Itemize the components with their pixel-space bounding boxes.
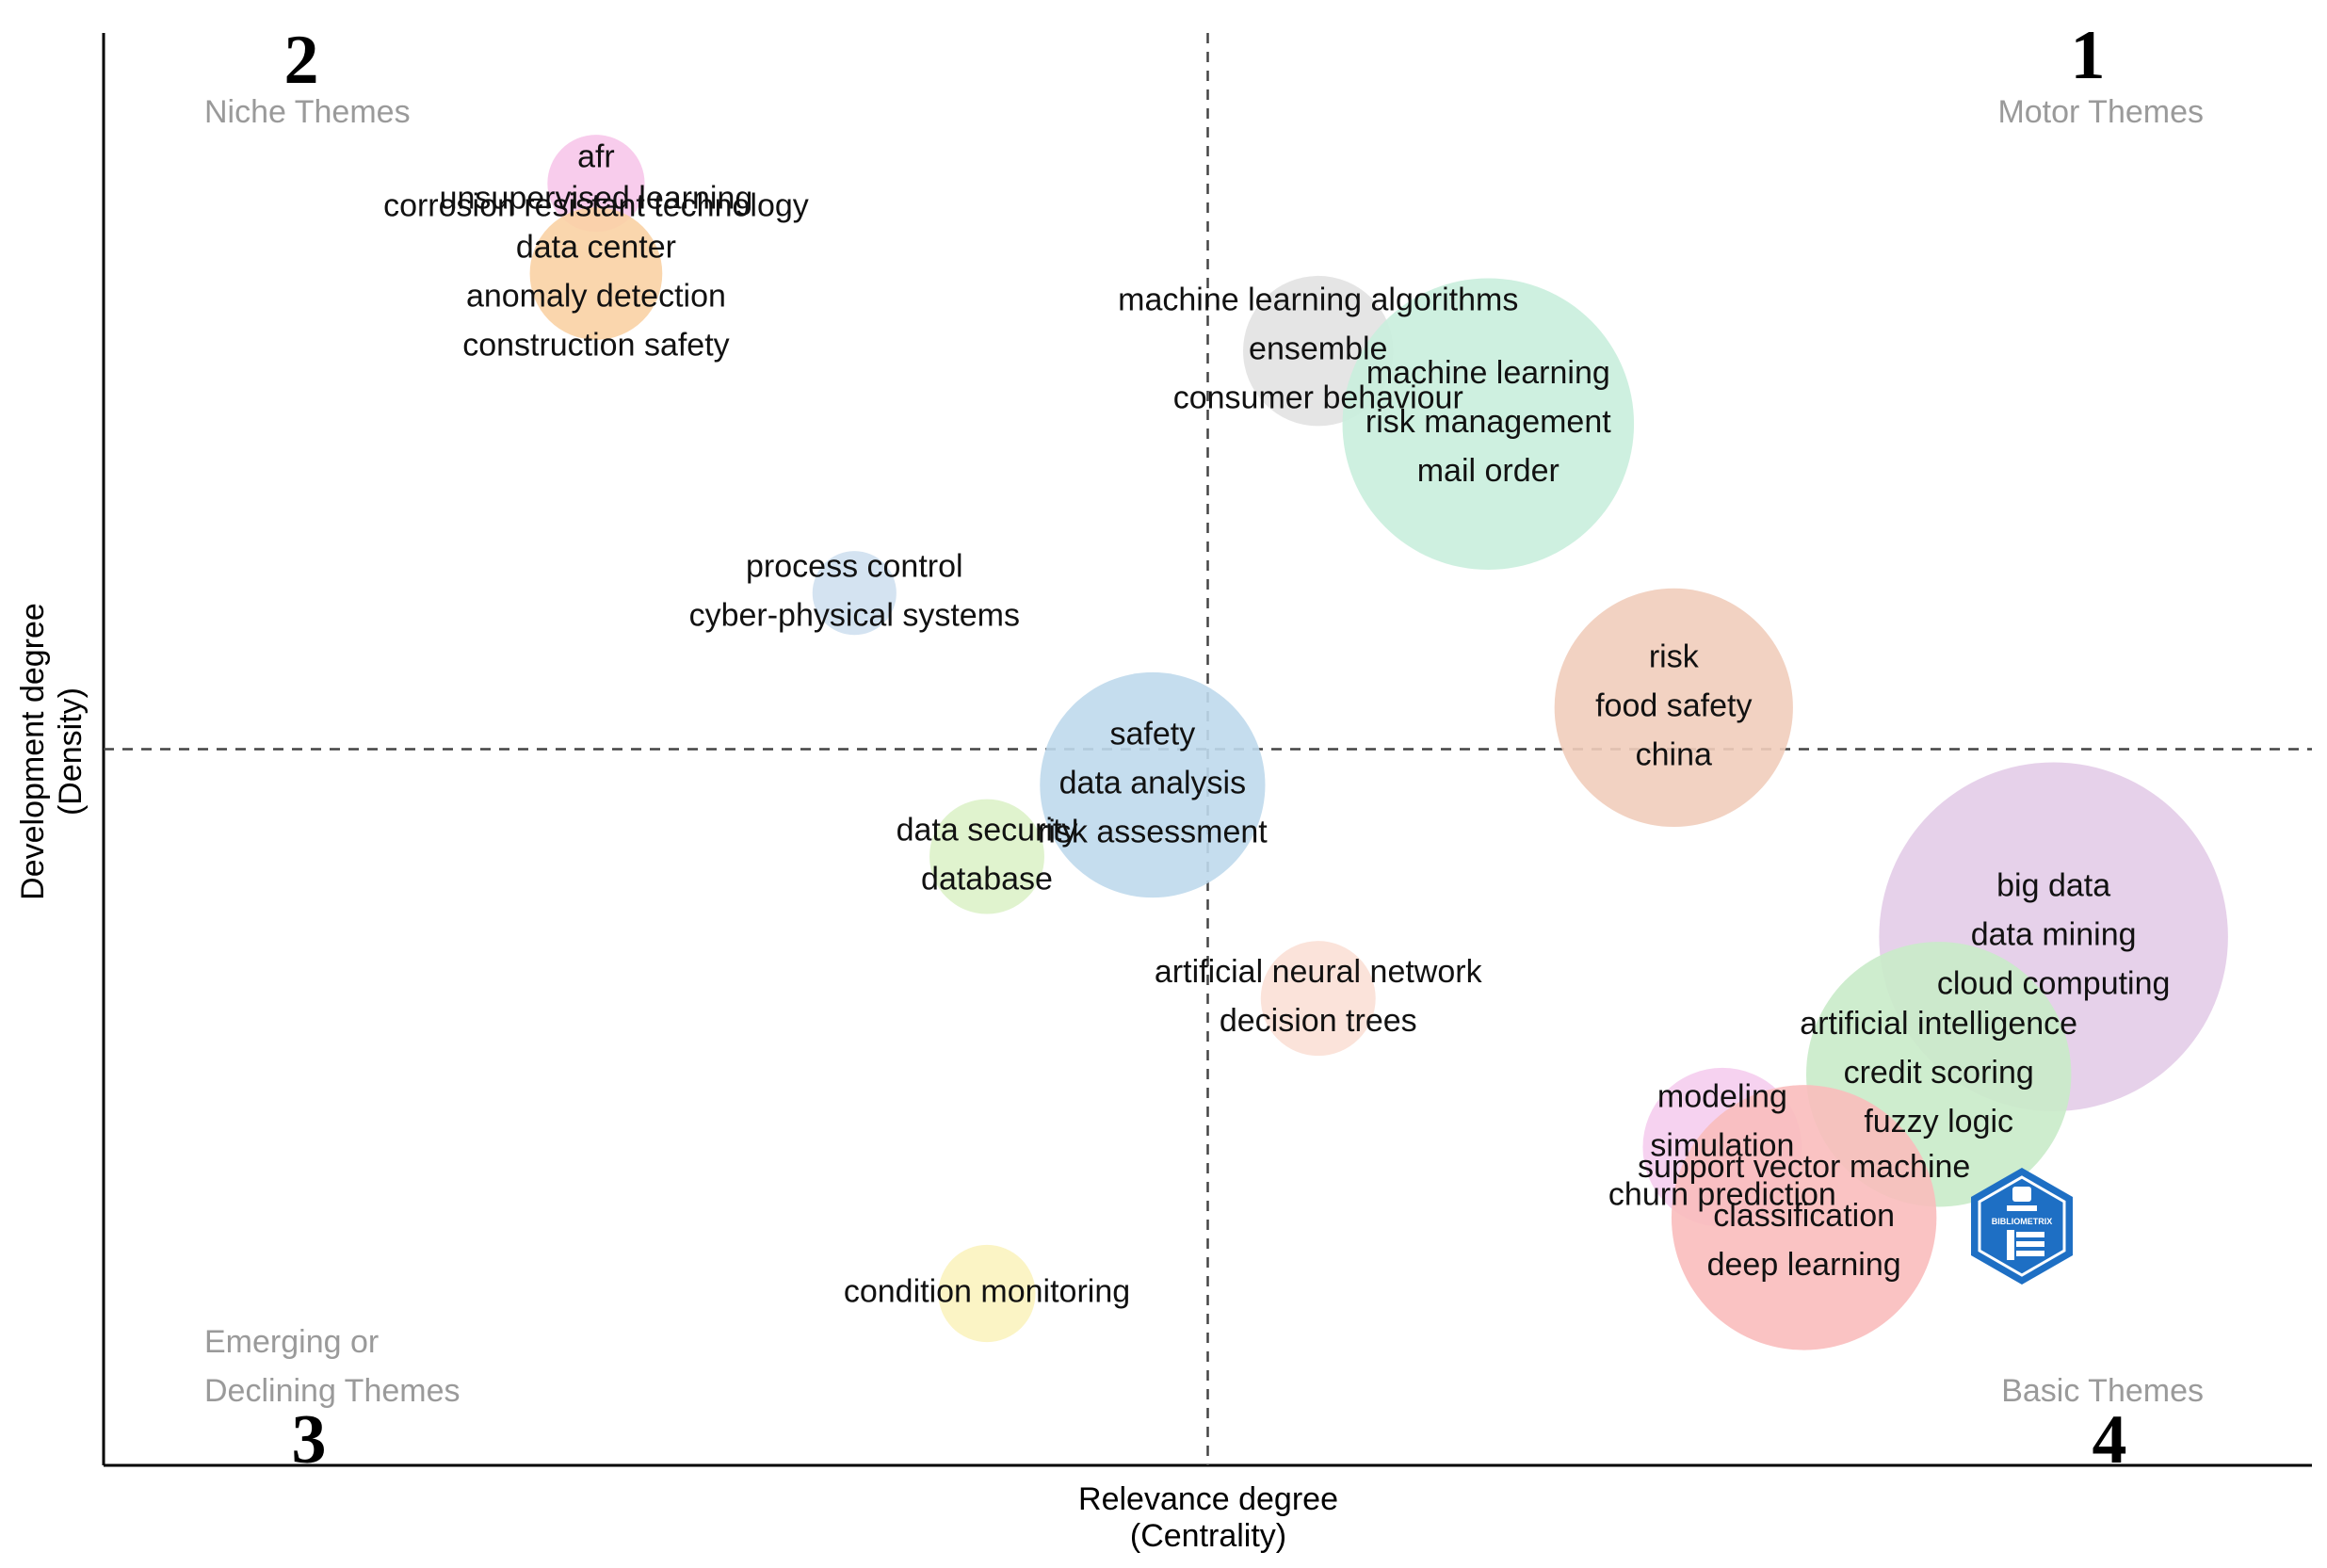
cluster-label: condition monitoring: [844, 1273, 1130, 1309]
label-layer: afr corrosion resistant technologyunsuper…: [383, 139, 2170, 1310]
cluster-label: machine learning algorithms: [1118, 283, 1518, 318]
quadrant-1-name: Motor Themes: [1997, 94, 2204, 130]
cluster-label: risk management: [1365, 404, 1611, 440]
cluster-label: data security: [897, 813, 1078, 849]
cluster-label: deep learning: [1707, 1247, 1901, 1283]
cluster-label: risk assessment: [1038, 815, 1268, 850]
cluster-label: cloud computing: [1937, 966, 2171, 1002]
logo-text: BIBLIOMETRIX: [1992, 1217, 2053, 1226]
cluster-label: corrosion resistant technology: [383, 188, 809, 224]
logo-hexagon-inner: [1978, 1175, 2066, 1277]
cluster-label: unsupervised learning: [440, 181, 753, 217]
cluster-label: artificial neural network: [1155, 954, 1483, 990]
cluster-label: china: [1636, 736, 1712, 772]
cluster-label: mail order: [1417, 453, 1559, 489]
cluster-label: fuzzy logic: [1864, 1104, 2013, 1140]
cluster-label: support vector machine: [1638, 1149, 1970, 1185]
bubble-layer: [529, 135, 2228, 1350]
cluster-label: artificial intelligence: [1800, 1006, 2077, 1042]
quadrant-3-name-line-1: Emerging or: [204, 1324, 379, 1360]
quadrant-4-number: 4: [2093, 1401, 2127, 1479]
cluster-label: process control: [746, 549, 963, 585]
cluster-label: consumer behaviour: [1173, 380, 1463, 416]
bibliometrix-logo: BIBLIOMETRIX: [1971, 1168, 2073, 1285]
cluster-label: anomaly detection: [466, 279, 726, 315]
cluster-bubble-5: [1554, 588, 1793, 828]
logo-bar-2: [2016, 1241, 2044, 1247]
cluster-label: afr: [577, 139, 615, 175]
cluster-bubble-7: [929, 799, 1044, 914]
cluster-bubble-1: [529, 207, 663, 340]
cluster-label: construction safety: [462, 328, 729, 364]
logo-pillar: [2007, 1230, 2014, 1260]
quadrant-3-name-line-2: Declining Themes: [204, 1373, 461, 1409]
cluster-label: machine learning: [1366, 355, 1610, 391]
quadrant-1-number: 1: [2071, 17, 2106, 94]
cluster-label: data center: [516, 230, 676, 266]
cluster-bubble-3: [1342, 278, 1635, 571]
quadrant-2-number: 2: [284, 22, 319, 99]
quadrant-2-name: Niche Themes: [204, 94, 411, 130]
cluster-label: data mining: [1971, 917, 2137, 953]
y-axis-subtitle: (Density): [53, 687, 89, 816]
cluster-label: safety: [1110, 717, 1196, 752]
cluster-label: big data: [1996, 868, 2110, 904]
cluster-bubble-8: [1260, 941, 1376, 1057]
logo-hexagon: [1971, 1168, 2073, 1285]
logo-bar-1: [2016, 1232, 2044, 1237]
cluster-bubble-13: [938, 1244, 1036, 1343]
cluster-bubble-4: [812, 551, 897, 636]
quadrant-3-number: 3: [292, 1401, 327, 1479]
y-axis-title: Development degree: [15, 603, 51, 900]
x-axis-subtitle: (Centrality): [1130, 1518, 1286, 1554]
cluster-label: data analysis: [1059, 766, 1246, 801]
cluster-label: decision trees: [1220, 1003, 1417, 1039]
cluster-label: ensemble: [1249, 331, 1387, 367]
cluster-label: classification: [1713, 1198, 1895, 1234]
cluster-label: modeling: [1657, 1078, 1787, 1114]
cluster-label: simulation: [1650, 1127, 1794, 1163]
cluster-bubble-0: [547, 135, 645, 233]
cluster-label: credit scoring: [1844, 1055, 2034, 1091]
cluster-label: database: [921, 862, 1053, 897]
cluster-label: churn prediction: [1608, 1176, 1836, 1212]
cluster-label: cyber-physical systems: [689, 598, 1020, 634]
quadrant-4-name: Basic Themes: [2001, 1373, 2204, 1409]
cluster-label: risk: [1649, 639, 1700, 674]
logo-bar-3: [2016, 1251, 2044, 1256]
cluster-label: food safety: [1595, 687, 1752, 723]
cluster-bubble-6: [1040, 671, 1266, 898]
logo-figure-head: [2012, 1187, 2031, 1202]
x-axis-title: Relevance degree: [1078, 1481, 1338, 1517]
logo-figure-body: [2007, 1205, 2037, 1211]
cluster-bubble-12: [1671, 1085, 1937, 1350]
